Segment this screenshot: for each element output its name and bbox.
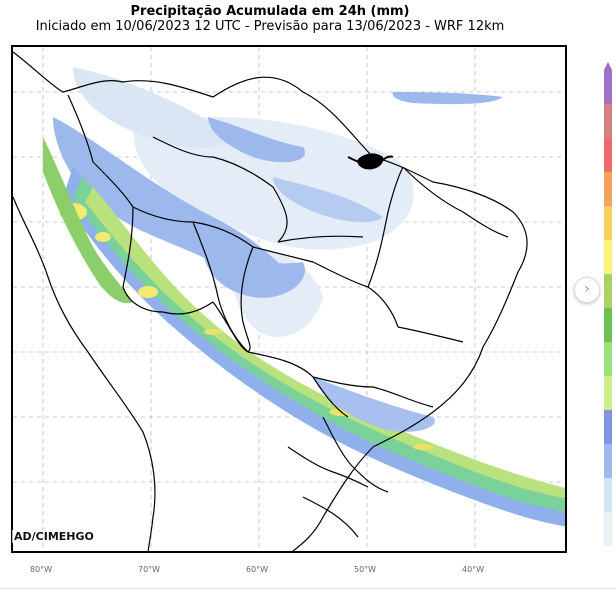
borders — [13, 51, 528, 551]
map-svg — [13, 47, 565, 551]
map-titles: Precipitação Acumulada em 24h (mm) Inici… — [0, 4, 540, 34]
colorbar-segment — [604, 376, 612, 410]
colorbar-segment — [604, 206, 612, 240]
map-title: Precipitação Acumulada em 24h (mm) — [130, 4, 410, 19]
colorbar-segment — [604, 138, 612, 172]
colorbar-top-arrow — [604, 62, 612, 70]
colorbar-segment — [604, 308, 612, 342]
colorbar-segment — [604, 70, 612, 104]
precipitation-colorbar — [604, 62, 612, 552]
precipitation-map — [11, 45, 567, 553]
chevron-right-icon: › — [584, 281, 590, 297]
longitude-label-70w: 70°W — [138, 565, 161, 574]
next-image-button[interactable]: › — [574, 277, 600, 303]
marajo-island — [357, 153, 384, 170]
longitude-label-60w: 60°W — [246, 565, 269, 574]
colorbar-segment — [604, 410, 612, 444]
colorbar-segment — [604, 478, 612, 512]
credit-label: AD/CIMEHGO — [12, 530, 96, 543]
precipitation-field — [43, 67, 565, 527]
colorbar-segment — [604, 172, 612, 206]
colorbar-segment — [604, 342, 612, 376]
colorbar-segment — [604, 274, 612, 308]
bottom-divider — [0, 588, 616, 589]
map-subtitle: Iniciado em 10/06/2023 12 UTC - Previsão… — [35, 19, 505, 34]
longitude-label-50w: 50°W — [354, 565, 377, 574]
longitude-label-80w: 80°W — [30, 565, 53, 574]
longitude-label-40w: 40°W — [462, 565, 485, 574]
colorbar-segment — [604, 512, 612, 546]
colorbar-segment — [604, 104, 612, 138]
colorbar-segment — [604, 444, 612, 478]
colorbar-segment — [604, 240, 612, 274]
